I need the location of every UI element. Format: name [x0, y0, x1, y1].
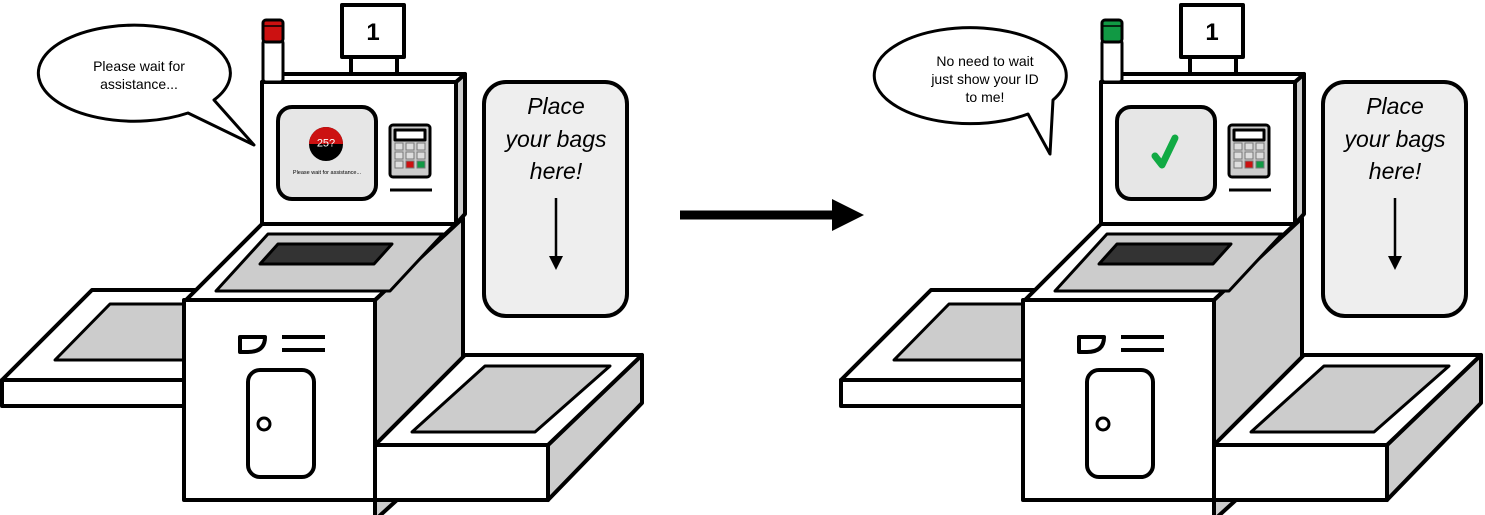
- kiosk-cabinet: [182, 298, 377, 502]
- right-bagging-tray: [373, 353, 644, 502]
- pin-keypad: [388, 123, 432, 192]
- status-badge-red: [309, 127, 343, 144]
- transition-arrow-icon: [680, 199, 864, 231]
- bag-placement-sign: Place your bags here!: [482, 80, 629, 318]
- speech-line-3: to me!: [966, 89, 1005, 105]
- left-bagging-tray: [0, 288, 202, 408]
- door-knob: [256, 416, 272, 432]
- lane-number-sign: 1: [1179, 3, 1245, 76]
- sign-line-2: your bags: [503, 126, 607, 152]
- sign-line-1: Place: [1366, 93, 1424, 119]
- touch-screen: 25? Please wait for assistance...: [276, 105, 378, 201]
- scanner-glass: [1097, 242, 1233, 266]
- screen-badge: 25?: [317, 138, 335, 150]
- status-light-red: [261, 18, 285, 84]
- kiosk-after: 1 Place your bags here! No need to wait …: [839, 3, 1483, 515]
- speech-line-1: Please wait for: [93, 58, 185, 74]
- speech-line-2: just show your ID: [930, 71, 1038, 87]
- pin-keypad: [1227, 123, 1271, 192]
- touch-screen: [1115, 105, 1217, 201]
- door-knob: [1095, 416, 1111, 432]
- lane-number: 1: [1205, 19, 1218, 46]
- speech-bubble-right: No need to wait just show your ID to me!: [872, 26, 1068, 156]
- right-bagging-tray: [1212, 353, 1483, 502]
- lane-number-sign: 1: [340, 3, 406, 76]
- bag-placement-sign: Place your bags here!: [1321, 80, 1468, 318]
- receipt-slot: [238, 335, 267, 354]
- sign-line-3: here!: [1369, 158, 1422, 184]
- status-light-green: [1100, 18, 1124, 84]
- receipt-slot: [1077, 335, 1106, 354]
- speech-line-1: No need to wait: [936, 53, 1033, 69]
- speech-line-2: assistance...: [100, 76, 178, 92]
- cabinet-door: [1085, 368, 1155, 479]
- scanner-deck: [184, 222, 458, 302]
- kiosk-before: 25? Please wait for assistance...: [0, 3, 644, 515]
- cabinet-door: [246, 368, 316, 479]
- speech-bubble-left: Please wait for assistance...: [36, 23, 256, 147]
- scanner-glass: [258, 242, 394, 266]
- sign-line-2: your bags: [1342, 126, 1446, 152]
- checkmark-icon: [1151, 134, 1179, 169]
- kiosk-cabinet: [1021, 298, 1216, 502]
- sign-line-3: here!: [530, 158, 583, 184]
- screen-caption: Please wait for assistance...: [293, 170, 362, 176]
- sign-line-1: Place: [527, 93, 585, 119]
- lane-number: 1: [366, 19, 379, 46]
- left-bagging-tray: [839, 288, 1041, 408]
- scanner-deck: [1023, 222, 1297, 302]
